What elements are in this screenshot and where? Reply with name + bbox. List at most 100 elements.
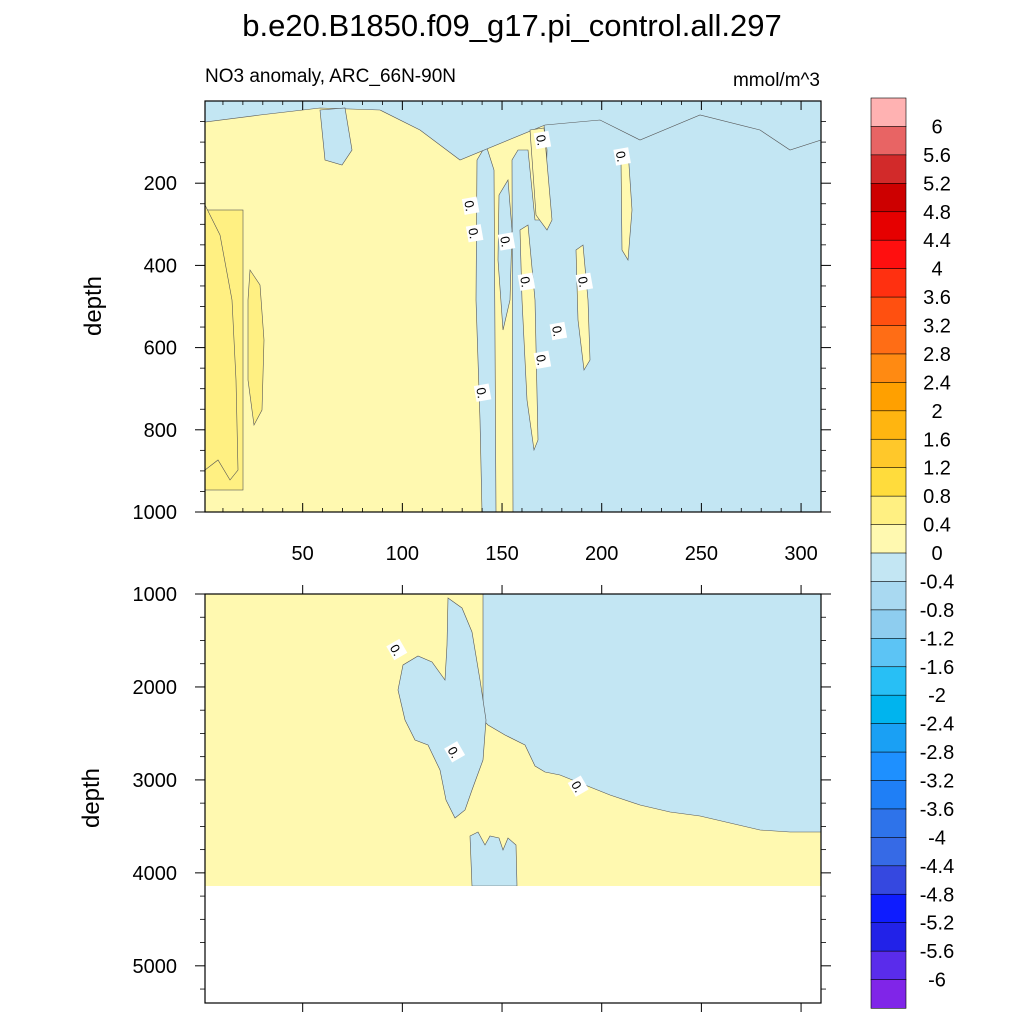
- upper-contour-label: 0.: [575, 272, 594, 291]
- colorbar-label: 1.2: [923, 458, 951, 480]
- colorbar-swatch: [870, 495, 907, 526]
- colorbar-label: 5.2: [923, 173, 951, 195]
- upper-contour-label: 0.: [497, 232, 516, 251]
- svg-text:0.: 0.: [549, 325, 566, 338]
- colorbar-label: -0.8: [920, 600, 954, 622]
- colorbar-swatches: [870, 97, 907, 1009]
- lower-y-axis-title: depth: [78, 768, 105, 828]
- upper-y-tick-label: 800: [144, 420, 177, 442]
- svg-text:0.: 0.: [473, 386, 490, 399]
- colorbar-label: -1.6: [920, 657, 954, 679]
- lower-negative-bottom-patch: [469, 831, 518, 887]
- upper-y-tick-label: 600: [144, 338, 177, 360]
- upper-negative-patch: [319, 107, 353, 166]
- svg-text:0.: 0.: [461, 199, 478, 212]
- colorbar-label: 4.4: [923, 230, 951, 252]
- svg-text:0.: 0.: [533, 353, 550, 366]
- lower-no-data-region: [205, 886, 821, 1003]
- colorbar-swatch: [870, 638, 907, 668]
- upper-contour-label: 0.: [517, 272, 536, 291]
- main-title: b.e20.B1850.f09_g17.pi_control.all.297: [242, 8, 782, 43]
- colorbar-label: 4: [931, 259, 942, 281]
- upper-positive-intrusion: [529, 127, 553, 231]
- colorbar-label: -4.4: [920, 856, 954, 878]
- colorbar-swatch: [870, 780, 907, 810]
- upper-positive-lobe: [204, 204, 239, 481]
- upper-x-tick-label: 250: [685, 543, 718, 565]
- upper-x-tick-label: 50: [292, 543, 314, 565]
- colorbar-label: 2: [931, 401, 942, 423]
- colorbar-label: 6: [931, 116, 942, 138]
- upper-x-tick-label: 200: [585, 543, 618, 565]
- colorbar-swatch: [870, 837, 907, 867]
- colorbar-swatch: [870, 467, 907, 497]
- upper-contour-label: 0.: [533, 130, 552, 150]
- colorbar-swatch: [870, 239, 907, 270]
- colorbar-labels: 6 5.6 5.2 4.8 4.4 4 3.6 3.2 2.8 2.4 2 1.6 1.2 0.8 0.4 0…: [920, 116, 954, 991]
- upper-contour-label: 0.: [549, 321, 568, 341]
- lower-contour-label: 0.: [567, 775, 589, 797]
- colorbar-swatch: [870, 950, 907, 981]
- colorbar-swatch: [870, 808, 907, 838]
- svg-text:0.: 0.: [613, 150, 630, 163]
- upper-negative-surface-band: [204, 100, 822, 161]
- colorbar-label: 2.8: [923, 344, 951, 366]
- colorbar-swatch: [870, 865, 907, 895]
- upper-contour-label: 0.: [473, 383, 492, 402]
- lower-y-tick-label: 5000: [133, 956, 178, 978]
- colorbar-label: 2.4: [923, 372, 951, 394]
- upper-contour-label: 0.: [465, 224, 484, 243]
- upper-x-tick-label: 100: [386, 543, 419, 565]
- colorbar-swatch: [870, 97, 907, 128]
- colorbar-swatch: [870, 154, 907, 184]
- colorbar-swatch: [870, 979, 907, 1009]
- lower-x-ticks: [302, 585, 802, 1012]
- colorbar-label: 0.8: [923, 486, 951, 508]
- upper-y-tick-label: 1000: [133, 502, 178, 524]
- upper-side-lobe: [247, 269, 265, 426]
- colorbar-label: -2.4: [920, 714, 954, 736]
- colorbar-swatch: [870, 609, 907, 639]
- colorbar: 6 5.6 5.2 4.8 4.4 4 3.6 3.2 2.8 2.4 2 1.6 1.2 0.8 0.4 0…: [870, 97, 954, 1009]
- colorbar-label: -2: [928, 685, 946, 707]
- colorbar-label: -3.2: [920, 771, 954, 793]
- svg-text:0.: 0.: [465, 227, 482, 240]
- colorbar-label: 1.6: [923, 429, 951, 451]
- colorbar-swatch: [870, 524, 907, 554]
- colorbar-label: -2.8: [920, 742, 954, 764]
- upper-panel: 0. 0. 0. 0. 0. 0. 0. 0. 0. 0. 50 100 150 200 250 300 2…: [80, 100, 831, 565]
- colorbar-label: -3.6: [920, 799, 954, 821]
- upper-contour-label: 0.: [613, 147, 631, 166]
- colorbar-swatch: [870, 268, 907, 298]
- colorbar-swatch: [870, 581, 907, 611]
- upper-x-tick-label: 300: [784, 543, 817, 565]
- colorbar-swatch: [870, 296, 907, 327]
- colorbar-swatch: [870, 211, 907, 241]
- colorbar-swatch: [870, 751, 907, 782]
- colorbar-label: 3.6: [923, 287, 951, 309]
- lower-negative-region: [482, 593, 822, 833]
- colorbar-swatch: [870, 353, 907, 383]
- colorbar-swatch: [870, 325, 907, 355]
- colorbar-swatch: [870, 723, 907, 753]
- lower-contour-label: 0.: [386, 638, 408, 661]
- upper-contour-label: 0.: [461, 196, 480, 215]
- upper-y-ticks: 200 400 600 800 1000: [133, 121, 831, 524]
- upper-y-axis-title: depth: [80, 276, 107, 336]
- upper-contour-label: 0.: [533, 350, 552, 370]
- colorbar-swatch: [870, 126, 907, 156]
- colorbar-label: -5.2: [920, 913, 954, 935]
- colorbar-swatch: [870, 552, 907, 583]
- colorbar-swatch: [870, 438, 907, 469]
- lower-plot-frame: [204, 593, 822, 1004]
- upper-x-ticks: 50 100 150 200 250 300: [222, 101, 818, 565]
- colorbar-swatch: [870, 183, 907, 213]
- colorbar-label: -4: [928, 827, 946, 849]
- lower-y-tick-label: 4000: [133, 863, 178, 885]
- colorbar-label: 0: [931, 543, 942, 565]
- colorbar-label: 0.4: [923, 515, 951, 537]
- svg-text:0.: 0.: [533, 133, 550, 146]
- upper-negative-stripe-b: [497, 179, 513, 331]
- colorbar-label: 3.2: [923, 316, 951, 338]
